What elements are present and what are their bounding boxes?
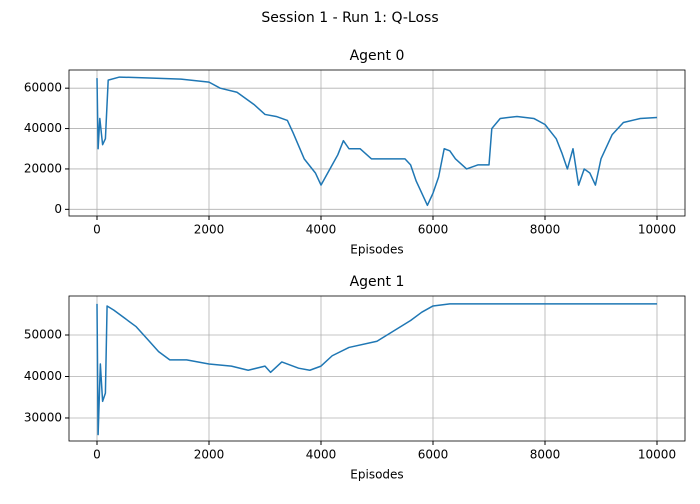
x-tick-label: 2000 xyxy=(194,448,225,462)
x-tick-label: 2000 xyxy=(194,223,225,237)
x-tick-label: 10000 xyxy=(638,223,676,237)
x-axis-label: Episodes xyxy=(350,243,403,257)
axes-frame xyxy=(68,69,686,217)
x-tick-label: 0 xyxy=(93,223,101,237)
x-tick-label: 6000 xyxy=(418,223,449,237)
y-tick-label: 40000 xyxy=(24,369,62,383)
y-tick-label: 60000 xyxy=(24,81,62,95)
x-tick-label: 10000 xyxy=(638,448,676,462)
y-tick-label: 50000 xyxy=(24,327,62,341)
x-tick-label: 8000 xyxy=(530,448,561,462)
x-tick-label: 4000 xyxy=(306,448,337,462)
y-tick-label: 40000 xyxy=(24,121,62,135)
y-tick-label: 20000 xyxy=(24,161,62,175)
axes-title: Agent 0 xyxy=(350,48,405,64)
x-tick-label: 0 xyxy=(93,448,101,462)
data-line xyxy=(96,303,657,436)
x-tick-label: 4000 xyxy=(306,223,337,237)
x-tick-label: 8000 xyxy=(530,223,561,237)
x-axis-label: Episodes xyxy=(350,468,403,482)
y-tick-label: 0 xyxy=(54,202,62,216)
figure-title: Session 1 - Run 1: Q-Loss xyxy=(261,10,438,26)
x-tick-label: 6000 xyxy=(418,448,449,462)
y-tick-label: 30000 xyxy=(24,410,62,424)
axes-title: Agent 1 xyxy=(350,274,405,290)
axes-frame xyxy=(68,295,686,442)
data-line xyxy=(96,76,658,207)
